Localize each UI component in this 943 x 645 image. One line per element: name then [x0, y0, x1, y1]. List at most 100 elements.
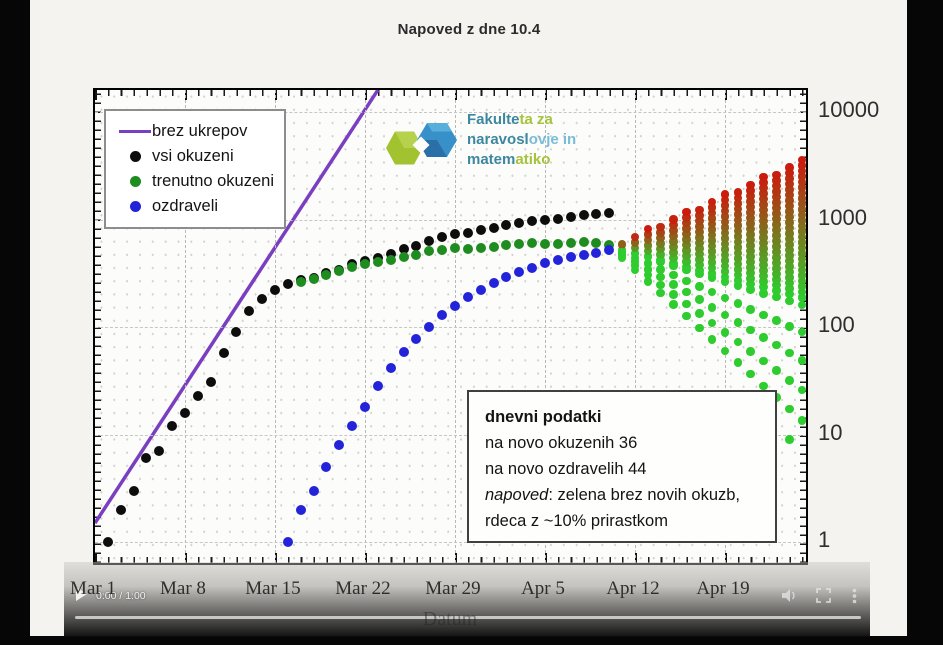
forecast-green-scenario-dot	[720, 293, 730, 303]
forecast-band-dot	[733, 226, 743, 236]
forecast-green-scenario-dot	[759, 381, 768, 391]
forecast-band-dot	[772, 176, 781, 185]
data-point-ozdraveli	[514, 267, 525, 278]
forecast-band-dot	[797, 227, 806, 236]
forecast-green-scenario-dot	[746, 347, 755, 356]
data-point-vsi-okuzeni	[591, 209, 602, 220]
forecast-band-dot	[785, 251, 794, 260]
forecast-band-dot	[682, 224, 691, 233]
forecast-band-dot	[797, 188, 806, 198]
forecast-band-dot	[682, 213, 691, 222]
play-button[interactable]	[76, 587, 87, 601]
forecast-band-dot	[785, 256, 794, 266]
forecast-band-dot	[733, 193, 743, 203]
data-point-trenutno-okuzeni	[385, 255, 396, 265]
forecast-green-scenario-dot	[695, 295, 704, 304]
data-point-vsi-okuzeni	[437, 232, 448, 243]
forecast-band-dot	[759, 189, 768, 198]
fullscreen-icon[interactable]	[816, 588, 831, 603]
x-tick-label: Mar 1	[70, 578, 116, 599]
forecast-band-dot	[759, 183, 768, 193]
data-point-ozdraveli	[475, 284, 486, 295]
letterbox-left	[0, 0, 30, 645]
forecast-band-dot	[733, 210, 743, 219]
forecast-green-scenario-dot	[643, 270, 653, 280]
data-point-trenutno-okuzeni	[552, 238, 563, 249]
forecast-band-dot	[759, 227, 768, 237]
x-tick-label: Apr 12	[606, 578, 660, 599]
legend-dot-marker-icon	[118, 151, 152, 162]
forecast-band-dot	[707, 263, 717, 273]
forecast-band-dot	[785, 196, 794, 205]
forecast-band-dot	[707, 236, 717, 245]
forecast-green-scenario-dot	[707, 287, 717, 297]
forecast-band-dot	[746, 263, 755, 272]
data-point-vsi-okuzeni	[514, 217, 525, 228]
forecast-band-dot	[669, 231, 678, 241]
forecast-green-scenario-dot	[746, 325, 755, 335]
forecast-band-dot	[797, 232, 806, 242]
forecast-band-dot	[759, 200, 768, 209]
data-point-trenutno-okuzeni	[398, 251, 409, 262]
forecast-band-dot	[797, 238, 806, 247]
data-point-ozdraveli	[411, 333, 422, 344]
forecast-green-scenario-dot	[643, 277, 653, 286]
forecast-band-dot	[733, 188, 743, 197]
forecast-band-dot	[669, 226, 678, 235]
infobox-new-infections: na novo okuzenih 36	[485, 434, 638, 452]
major-gridline-x	[184, 90, 186, 563]
forecast-band-dot	[772, 236, 781, 246]
forecast-band-dot	[759, 222, 768, 231]
chart-title: Napoved z dne 10.4	[397, 21, 541, 38]
forecast-band-dot	[720, 250, 730, 260]
forecast-band-dot	[785, 218, 794, 227]
forecast-green-scenario-dot	[643, 259, 653, 268]
forecast-band-dot	[733, 270, 743, 280]
data-point-ozdraveli	[282, 537, 293, 547]
forecast-band-dot	[772, 286, 781, 295]
more-options-icon[interactable]	[852, 588, 857, 604]
volume-icon[interactable]	[782, 588, 799, 603]
forecast-green-scenario-dot	[785, 404, 794, 414]
forecast-band-dot	[720, 234, 730, 243]
forecast-band-dot	[695, 238, 704, 248]
forecast-band-dot	[643, 230, 653, 239]
forecast-green-scenario-dot	[669, 280, 678, 289]
forecast-band-dot	[746, 191, 755, 201]
forecast-band-dot	[656, 233, 665, 243]
x-tick-label: Apr 19	[696, 578, 750, 599]
forecast-band-dot	[746, 186, 755, 195]
data-point-vsi-okuzeni	[539, 214, 550, 225]
forecast-band-dot	[746, 202, 755, 212]
faculty-logo-text: Fakulteta za naravoslovje in matematiko	[467, 110, 576, 180]
forecast-band-dot	[720, 206, 730, 216]
forecast-band-dot	[772, 258, 781, 268]
data-point-vsi-okuzeni	[102, 537, 113, 547]
data-point-vsi-okuzeni	[205, 376, 216, 387]
data-point-vsi-okuzeni	[552, 213, 563, 224]
forecast-band-dot	[643, 252, 653, 261]
major-gridline-y	[95, 327, 806, 328]
forecast-band-dot	[785, 174, 794, 183]
forecast-band-dot	[797, 155, 806, 165]
forecast-band-dot	[656, 239, 665, 248]
forecast-band-dot	[656, 244, 665, 254]
forecast-band-dot	[669, 237, 678, 246]
data-point-trenutno-okuzeni	[411, 250, 422, 261]
forecast-band-dot	[682, 257, 691, 266]
forecast-band-dot	[720, 217, 730, 227]
data-point-vsi-okuzeni	[565, 211, 576, 222]
seek-bar[interactable]	[75, 616, 861, 619]
forecast-band-dot	[785, 201, 794, 211]
axis-major-ticks-bottom	[95, 553, 806, 563]
forecast-band-dot	[772, 225, 781, 235]
x-tick-label: Mar 22	[335, 578, 391, 599]
forecast-green-scenario-dot	[682, 311, 691, 321]
y-tick-label: 10	[818, 419, 843, 445]
forecast-band-dot	[759, 271, 768, 281]
forecast-band-dot	[733, 243, 743, 252]
data-point-trenutno-okuzeni	[604, 239, 615, 250]
forecast-band-dot	[720, 190, 730, 199]
video-control-bar[interactable]: 0:00 / 1:00	[64, 562, 870, 637]
forecast-band-dot	[785, 207, 794, 216]
